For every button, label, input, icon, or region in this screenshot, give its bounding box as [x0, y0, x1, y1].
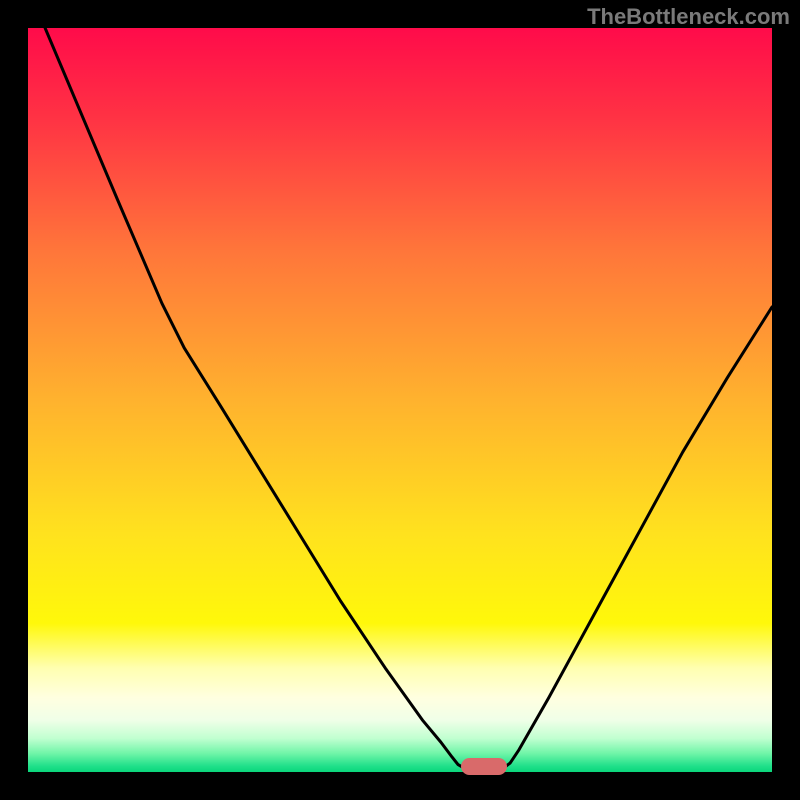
bottom-marker	[461, 758, 507, 775]
chart-container: TheBottleneck.com	[0, 0, 800, 800]
watermark-text: TheBottleneck.com	[587, 4, 790, 30]
bottleneck-curve	[28, 28, 772, 772]
plot-area	[28, 28, 772, 772]
